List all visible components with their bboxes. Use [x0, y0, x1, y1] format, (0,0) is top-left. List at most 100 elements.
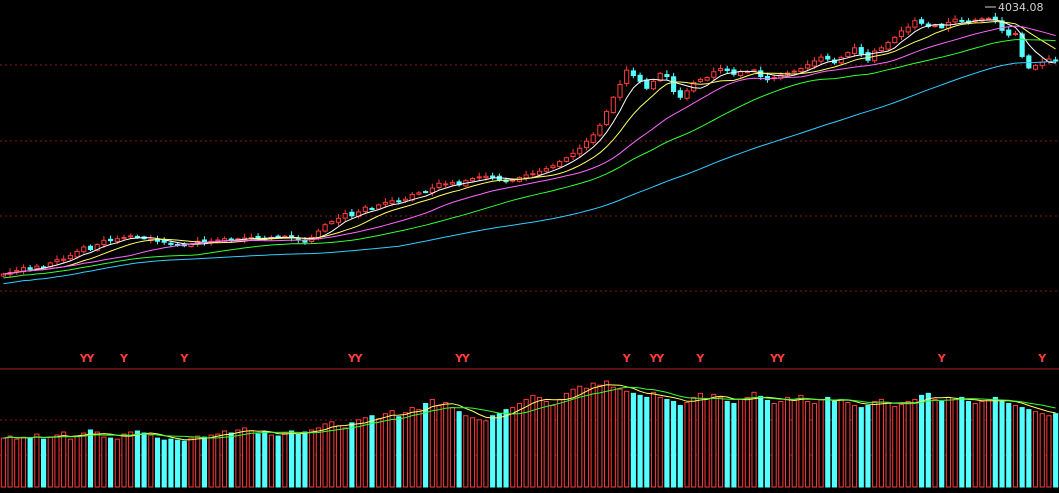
volume-bar [282, 432, 288, 488]
volume-bar [543, 400, 549, 488]
volume-bar [516, 403, 523, 488]
volume-bar [396, 416, 402, 488]
candle-body [54, 259, 60, 263]
candle-body [892, 36, 898, 44]
volume-bar [677, 405, 683, 488]
candle-body [128, 235, 134, 238]
candle-body [101, 239, 107, 245]
candle-body [764, 76, 771, 81]
volume-bar [134, 430, 140, 488]
volume-bar [87, 429, 94, 488]
volume-bar [436, 405, 442, 488]
volume-bar [597, 384, 603, 488]
candle-body [389, 200, 395, 204]
candle-body [436, 182, 442, 189]
volume-bar [161, 439, 167, 488]
volume-bar [1019, 407, 1025, 488]
signal-markers: YYYYYYYYYYYYYYYYY [79, 352, 1047, 365]
candle-body [1006, 29, 1012, 36]
signal-marker: Y [79, 352, 89, 365]
candle-body [811, 60, 817, 67]
candle-body [898, 30, 905, 38]
signal-marker: Y [622, 352, 632, 365]
volume-bar [94, 431, 100, 488]
signal-marker: Y [655, 352, 665, 365]
volume-bar [228, 432, 234, 488]
candle-body [168, 242, 174, 245]
volume-bar [563, 392, 569, 488]
candles [0, 12, 1059, 278]
volume-bar [510, 407, 516, 488]
volume-bar [811, 403, 817, 488]
candle-body [134, 235, 140, 238]
volume-bar [912, 398, 918, 488]
volume-bar [456, 411, 462, 488]
candle-body [885, 41, 891, 50]
volume-bar [208, 434, 214, 488]
ma5-line [3, 19, 1056, 275]
volume-bar [295, 433, 301, 488]
volume-bar [798, 394, 804, 488]
candle-body [121, 236, 127, 239]
candle-body [469, 177, 476, 182]
candle-body [1039, 61, 1045, 67]
candle-body [108, 238, 114, 242]
candle-body [791, 70, 797, 73]
volume-bar [128, 431, 134, 488]
candle-body [416, 192, 422, 195]
candle-body [1032, 64, 1039, 70]
candle-body [637, 74, 643, 82]
volume-bar [945, 396, 951, 488]
volume-bar [898, 404, 905, 488]
signal-marker: Y [776, 352, 786, 365]
candle-body [959, 19, 965, 22]
candle-body [597, 124, 603, 136]
volume-bar [644, 396, 650, 488]
volume-bar [704, 397, 710, 488]
volume-bar [181, 440, 187, 488]
candle-body [396, 200, 402, 203]
candle-body [376, 204, 382, 210]
candle-body [490, 175, 496, 179]
candle-body [1026, 55, 1032, 69]
volume-bar [925, 392, 931, 488]
volume-bar [992, 396, 998, 488]
volume-bar [624, 390, 630, 488]
candle-body [557, 161, 563, 168]
volume-bar [74, 435, 80, 488]
candle-body [476, 176, 482, 179]
volume-bar [81, 432, 87, 488]
candle-body [630, 70, 636, 77]
volume-bar [570, 388, 576, 488]
volume-bar [604, 380, 610, 488]
candle-body [449, 182, 455, 185]
volume-bar [302, 431, 308, 488]
ma20-line [3, 25, 1056, 275]
volume-bar [878, 398, 884, 488]
volume-bar [577, 385, 583, 488]
volume-bar [429, 398, 435, 488]
volume-bar [141, 432, 147, 488]
candle-body [697, 78, 703, 83]
volume-bar [54, 434, 60, 488]
candle-body [738, 71, 744, 77]
volume-bar [248, 430, 254, 488]
candle-body [878, 47, 884, 52]
volume-bar [342, 427, 348, 488]
volume-bar [221, 430, 228, 488]
volume-bar [731, 403, 737, 488]
volume-bar [503, 409, 509, 488]
candle-body [382, 201, 388, 205]
candle-body [583, 140, 590, 149]
candle-body [858, 47, 864, 55]
candle-body [711, 71, 717, 78]
volume-bar [711, 393, 717, 488]
candle-body [912, 20, 918, 28]
volume-bar [496, 413, 502, 488]
candle-body [443, 183, 449, 186]
volume-bar [885, 401, 891, 488]
candle-body [1019, 33, 1025, 57]
volume-bar [1012, 405, 1019, 488]
